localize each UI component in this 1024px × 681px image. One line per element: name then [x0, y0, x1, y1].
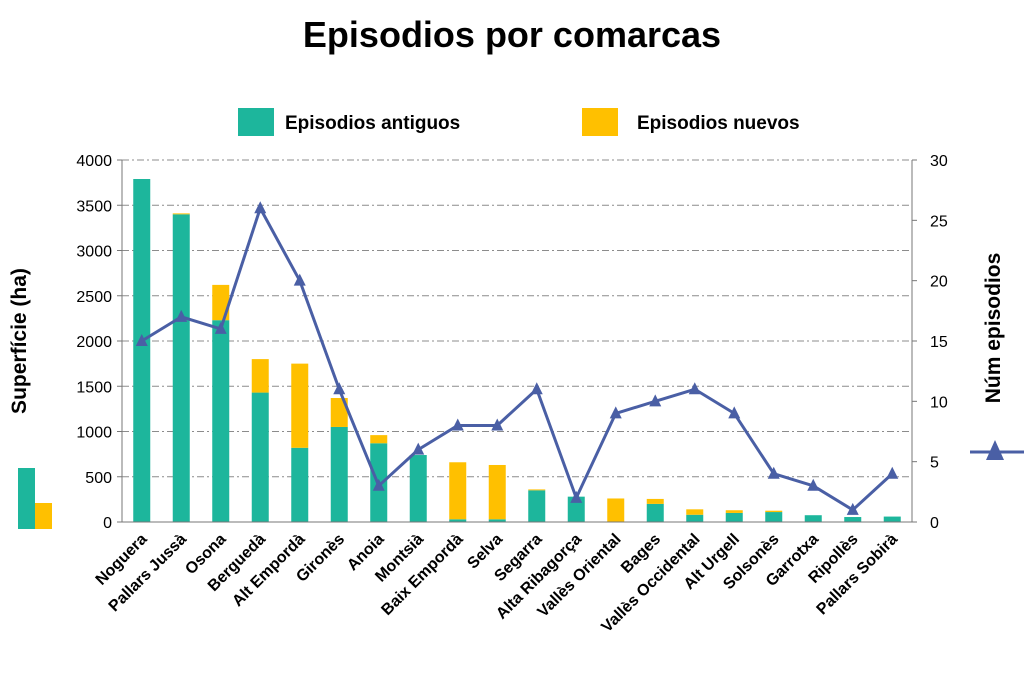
- bar-antiguos: [330, 426, 348, 522]
- bar-antiguos: [686, 514, 704, 522]
- line-point: [372, 478, 385, 491]
- y-axis-title: Superfície (ha): [8, 268, 31, 414]
- bar-antiguos: [646, 503, 664, 522]
- line-point: [293, 273, 306, 286]
- bar-nuevos: [765, 510, 783, 513]
- side-swatch-antiguos: [18, 468, 35, 529]
- line-point: [214, 321, 227, 334]
- line-point: [688, 382, 701, 395]
- line-point: [609, 406, 622, 419]
- line-point: [530, 382, 543, 395]
- legend: Episodios antiguos Episodios nuevos: [238, 108, 800, 136]
- y2-axis-title: Núm episodios: [982, 253, 1005, 404]
- bar-nuevos: [725, 510, 743, 513]
- line-point: [135, 334, 148, 346]
- y-tick-label: 2500: [76, 289, 112, 306]
- line-point: [728, 406, 741, 419]
- line-num-episodios: [140, 206, 894, 512]
- bar-antiguos: [528, 490, 546, 522]
- y2-tick-label: 10: [930, 394, 948, 411]
- line-point: [254, 201, 267, 214]
- side-legend-markers: [18, 440, 1024, 529]
- y2-tick-label: 5: [930, 455, 939, 472]
- bar-nuevos: [251, 359, 269, 393]
- bar-antiguos: [133, 179, 151, 522]
- y-tick-label: 3000: [76, 244, 112, 261]
- bar-nuevos: [607, 498, 625, 522]
- bar-nuevos: [370, 435, 388, 444]
- y2-tick-label: 20: [930, 274, 948, 291]
- bar-antiguos: [804, 515, 822, 522]
- line-point: [846, 502, 859, 515]
- bar-antiguos: [844, 517, 862, 522]
- bar-antiguos: [725, 512, 743, 522]
- line-point: [807, 478, 820, 491]
- line-point: [412, 442, 425, 455]
- line-point: [333, 382, 346, 395]
- side-triangle-marker: [986, 440, 1004, 460]
- bar-nuevos: [449, 462, 467, 520]
- bar-antiguos: [251, 392, 269, 522]
- y2-tick-label: 30: [930, 153, 948, 170]
- bar-antiguos: [765, 512, 783, 522]
- bars: [133, 179, 901, 523]
- y2-tick-label: 15: [930, 334, 948, 351]
- bar-nuevos: [330, 398, 348, 427]
- line-point: [451, 418, 464, 431]
- y2-tick-label: 25: [930, 213, 948, 230]
- bar-nuevos: [646, 498, 664, 504]
- bar-antiguos: [212, 320, 230, 522]
- line-series: [135, 201, 899, 515]
- line-point: [767, 466, 780, 479]
- bar-antiguos: [449, 519, 467, 522]
- bar-nuevos: [686, 509, 704, 515]
- bar-antiguos: [883, 516, 901, 522]
- bar-nuevos: [172, 213, 190, 215]
- y-tick-label: 1000: [76, 425, 112, 442]
- bar-antiguos: [291, 447, 309, 522]
- grid-lines: [122, 159, 912, 478]
- bar-antiguos: [172, 214, 190, 523]
- y-tick-label: 0: [103, 515, 112, 532]
- y2-tick-label: 0: [930, 515, 939, 532]
- line-point: [175, 309, 188, 322]
- y-tick-label: 2000: [76, 334, 112, 351]
- bar-nuevos: [528, 489, 546, 491]
- line-point: [570, 490, 583, 503]
- legend-label-nuevos: Episodios nuevos: [637, 113, 800, 134]
- legend-swatch-nuevos: [582, 108, 618, 136]
- chart-title: Episodios por comarcas: [302, 14, 722, 55]
- line-point: [649, 394, 662, 407]
- bar-antiguos: [567, 496, 585, 522]
- bar-nuevos: [291, 363, 309, 448]
- y-tick-label: 1500: [76, 379, 112, 396]
- line-point: [886, 466, 899, 479]
- legend-label-antiguos: Episodios antiguos: [285, 113, 460, 134]
- y-tick-label: 3500: [76, 198, 112, 215]
- bar-antiguos: [409, 455, 427, 522]
- side-swatch-nuevos: [35, 503, 52, 529]
- axes: [117, 159, 917, 523]
- tick-labels: 0 500 1000 1500 2000 2500 3000 3500 4000 0 5 10 15 20…: [76, 153, 947, 532]
- y-tick-label: 500: [85, 470, 112, 487]
- bar-antiguos: [488, 519, 506, 522]
- bar-nuevos: [488, 464, 506, 520]
- legend-swatch-antiguos: [238, 108, 274, 136]
- y-tick-label: 4000: [76, 153, 112, 170]
- line-point: [491, 418, 504, 431]
